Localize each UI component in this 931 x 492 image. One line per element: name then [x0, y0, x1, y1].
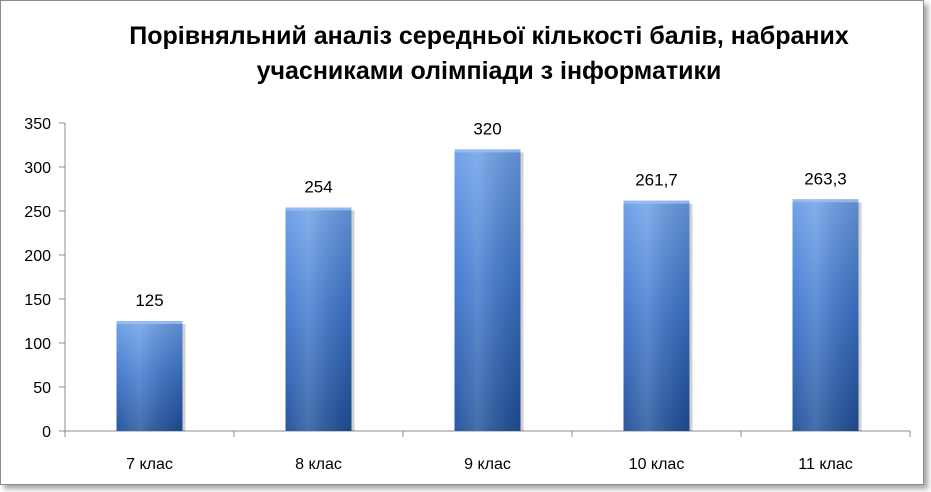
- x-tick-label: 11 клас: [798, 456, 852, 473]
- bar-sheen: [116, 321, 183, 431]
- data-label: 320: [473, 119, 501, 138]
- bar-sheen: [623, 200, 690, 431]
- chart-title: Порівняльний аналіз середньої кількості …: [129, 22, 849, 85]
- data-label: 254: [304, 177, 332, 196]
- data-label: 261,7: [635, 171, 678, 190]
- y-tick-label: 250: [24, 204, 51, 221]
- y-tick-label: 300: [24, 160, 51, 177]
- bar-highlight: [285, 207, 352, 211]
- chart-title-line-2: учасниками олімпіади з інформатики: [257, 57, 722, 85]
- bar-highlight: [792, 199, 859, 203]
- y-tick-label: 50: [33, 380, 51, 397]
- bar-sheen: [285, 207, 352, 431]
- y-tick-label: 0: [42, 424, 51, 441]
- chart-axes: 0 50 100 150 200 250 300 350: [24, 116, 911, 441]
- bar-highlight: [623, 200, 690, 204]
- y-tick-label: 350: [24, 116, 51, 133]
- chart-title-line-1: Порівняльний аналіз середньої кількості …: [129, 22, 849, 50]
- chart-labels: 125 7 клас 254 8 клас 320 9 клас 261,7 10 клас 2…: [126, 119, 853, 473]
- data-label: 125: [135, 291, 163, 310]
- y-tick-label: 150: [24, 292, 51, 309]
- x-tick-label: 10 клас: [629, 456, 685, 473]
- x-tick-label: 8 клас: [295, 456, 342, 473]
- bar-sheen: [454, 149, 521, 431]
- data-label: 263,3: [804, 169, 847, 188]
- bar-highlight: [454, 149, 521, 153]
- x-tick-label: 7 клас: [126, 456, 173, 473]
- x-tick-label: 9 клас: [464, 456, 511, 473]
- bar-highlight: [116, 321, 183, 324]
- chart-bars: [116, 149, 862, 431]
- y-tick-label: 100: [24, 336, 51, 353]
- bar-sheen: [792, 199, 859, 431]
- y-tick-label: 200: [24, 248, 51, 265]
